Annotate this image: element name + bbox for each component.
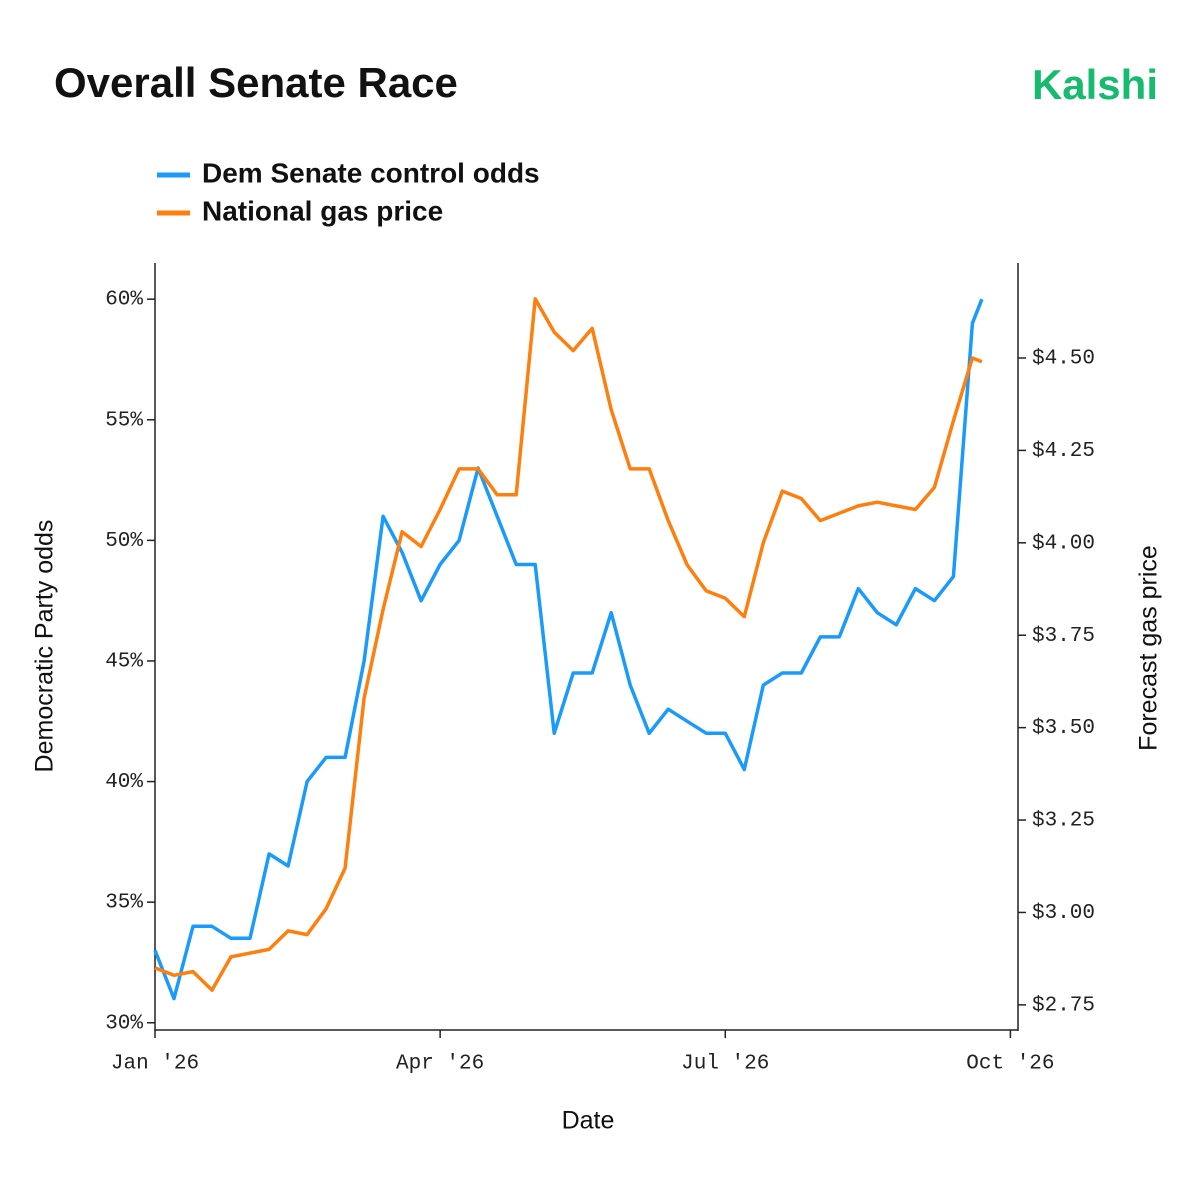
y-tick-label: 35% <box>105 892 143 915</box>
legend-label: National gas price <box>202 195 443 226</box>
y2-tick-label: $4.50 <box>1032 348 1095 371</box>
x-tick-label: Apr '26 <box>396 1053 484 1076</box>
y-tick-label: 55% <box>105 409 143 432</box>
y2-tick-label: $4.00 <box>1032 532 1095 555</box>
y-tick-label: 40% <box>105 771 143 794</box>
brand-logo: Kalshi <box>1032 61 1158 108</box>
y2-tick-label: $2.75 <box>1032 994 1095 1017</box>
y-tick-label: 45% <box>105 651 143 674</box>
x-tick-label: Jul '26 <box>681 1053 769 1076</box>
y2-tick-label: $3.00 <box>1032 902 1095 925</box>
y-axis-title: Democratic Party odds <box>31 520 59 773</box>
y2-tick-label: $3.25 <box>1032 810 1095 833</box>
x-axis-title: Date <box>562 1107 615 1135</box>
y2-axis-title: Forecast gas price <box>1135 545 1163 751</box>
x-tick-label: Oct '26 <box>966 1053 1054 1076</box>
x-tick-label: Jan '26 <box>111 1053 199 1076</box>
chart-title: Overall Senate Race <box>54 59 458 106</box>
series-line <box>153 298 984 1001</box>
series-line <box>154 297 983 992</box>
y2-tick-label: $3.50 <box>1032 717 1095 740</box>
legend-label: Dem Senate control odds <box>202 157 540 188</box>
y-tick-label: 30% <box>105 1012 143 1035</box>
y-tick-label: 60% <box>105 289 143 312</box>
y2-tick-label: $3.75 <box>1032 625 1095 648</box>
y2-tick-label: $4.25 <box>1032 440 1095 463</box>
y-tick-label: 50% <box>105 530 143 553</box>
